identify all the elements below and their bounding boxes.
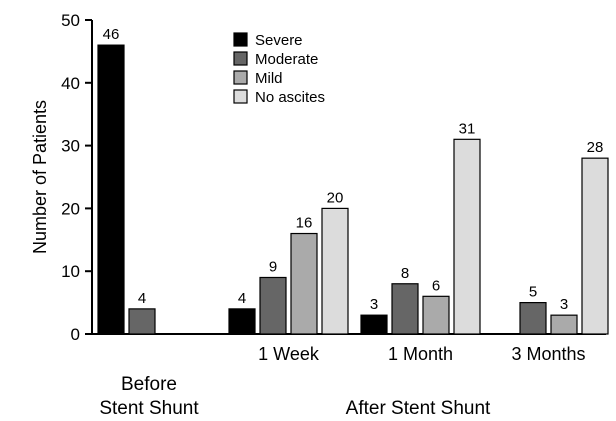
bar-mild <box>422 295 450 335</box>
bar-no-ascites <box>321 207 349 335</box>
bar-moderate <box>128 308 156 335</box>
bars <box>97 44 609 335</box>
y-tick-label: 40 <box>61 74 80 93</box>
bar-no-ascites <box>581 157 609 335</box>
legend-label: Severe <box>255 32 303 49</box>
legend: Severe Moderate Mild No ascites <box>233 32 325 106</box>
bar-moderate <box>391 283 419 335</box>
y-tick-label: 0 <box>71 325 80 344</box>
data-label: 4 <box>238 290 246 307</box>
bar-mild <box>550 314 578 335</box>
legend-swatch-no-ascites <box>233 89 248 104</box>
bar-severe <box>360 314 388 335</box>
data-label: 9 <box>269 258 277 275</box>
bar-severe <box>228 308 256 335</box>
data-label: 16 <box>296 215 313 232</box>
data-label: 46 <box>103 26 120 43</box>
bar-mild <box>290 232 318 335</box>
legend-label: Mild <box>255 70 283 87</box>
y-axis-title: Number of Patients <box>30 100 50 254</box>
group-label-before: Stent Shunt <box>99 398 199 419</box>
data-label: 8 <box>401 265 409 282</box>
category-label: 1 Week <box>258 344 320 364</box>
y-tick-label: 20 <box>61 199 80 218</box>
data-labels: 46 4 4 9 16 20 3 8 6 31 5 3 28 <box>103 26 604 313</box>
legend-label: No ascites <box>255 89 325 106</box>
y-tick-label: 10 <box>61 262 80 281</box>
bar-moderate <box>259 276 287 335</box>
data-label: 31 <box>459 120 476 137</box>
legend-swatch-moderate <box>233 51 248 66</box>
data-label: 3 <box>560 296 568 313</box>
data-label: 28 <box>587 139 604 156</box>
legend-swatch-severe <box>233 32 248 47</box>
y-tick-label: 30 <box>61 137 80 156</box>
data-label: 20 <box>327 189 344 206</box>
bar-severe <box>97 44 125 335</box>
legend-label: Moderate <box>255 51 318 68</box>
group-label-before: Before <box>121 374 177 395</box>
data-label: 6 <box>432 277 440 294</box>
category-label: 3 Months <box>511 344 585 364</box>
data-label: 5 <box>529 284 537 301</box>
category-label: 1 Month <box>388 344 453 364</box>
bar-no-ascites <box>453 138 481 335</box>
category-labels: 1 Week 1 Month 3 Months Before Stent Shunt Af… <box>99 344 585 419</box>
y-tick-label: 50 <box>61 11 80 30</box>
group-label-after: After Stent Shunt <box>346 398 491 419</box>
data-label: 3 <box>370 296 378 313</box>
data-label: 4 <box>138 290 146 307</box>
bar-moderate <box>519 302 547 335</box>
axes: 0 10 20 30 40 50 Number of Patients <box>30 11 606 344</box>
legend-swatch-mild <box>233 70 248 85</box>
